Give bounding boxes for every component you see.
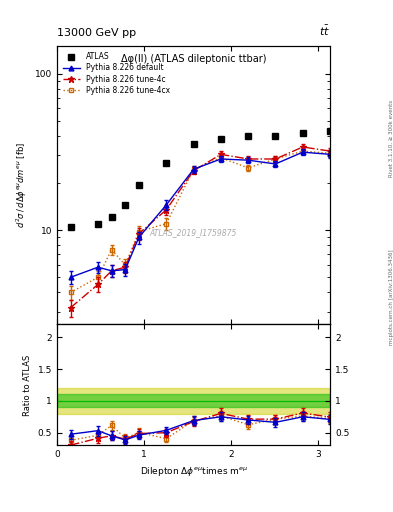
- Line: ATLAS: ATLAS: [68, 128, 333, 230]
- ATLAS: [95, 221, 100, 227]
- Text: ATLAS_2019_I1759875: ATLAS_2019_I1759875: [150, 228, 237, 237]
- Text: mcplots.cern.ch [arXiv:1306.3436]: mcplots.cern.ch [arXiv:1306.3436]: [389, 249, 393, 345]
- ATLAS: [123, 202, 128, 208]
- ATLAS: [219, 136, 223, 142]
- Y-axis label: $d^2\sigma\,/\,d\Delta\phi^{e\mu}dm^{e\mu}$ [fb]: $d^2\sigma\,/\,d\Delta\phi^{e\mu}dm^{e\m…: [15, 142, 29, 228]
- ATLAS: [136, 182, 141, 188]
- X-axis label: Dilepton $\Delta\phi^{e\mu}$times m$^{e\mu}$: Dilepton $\Delta\phi^{e\mu}$times m$^{e\…: [140, 465, 248, 478]
- Y-axis label: Ratio to ATLAS: Ratio to ATLAS: [23, 354, 32, 416]
- Text: 13000 GeV pp: 13000 GeV pp: [57, 28, 136, 38]
- ATLAS: [191, 141, 196, 147]
- ATLAS: [68, 224, 73, 230]
- Text: Δφ(ll) (ATLAS dileptonic ttbar): Δφ(ll) (ATLAS dileptonic ttbar): [121, 54, 266, 65]
- ATLAS: [164, 160, 169, 166]
- Legend: ATLAS, Pythia 8.226 default, Pythia 8.226 tune-4c, Pythia 8.226 tune-4cx: ATLAS, Pythia 8.226 default, Pythia 8.22…: [61, 50, 173, 97]
- Text: $t\bar{t}$: $t\bar{t}$: [319, 24, 330, 38]
- Bar: [57, 394, 330, 407]
- Text: Rivet 3.1.10, ≥ 300k events: Rivet 3.1.10, ≥ 300k events: [389, 100, 393, 177]
- ATLAS: [273, 133, 278, 139]
- Bar: [57, 388, 330, 414]
- ATLAS: [300, 130, 305, 136]
- ATLAS: [109, 214, 114, 220]
- ATLAS: [246, 133, 250, 139]
- ATLAS: [328, 128, 332, 134]
